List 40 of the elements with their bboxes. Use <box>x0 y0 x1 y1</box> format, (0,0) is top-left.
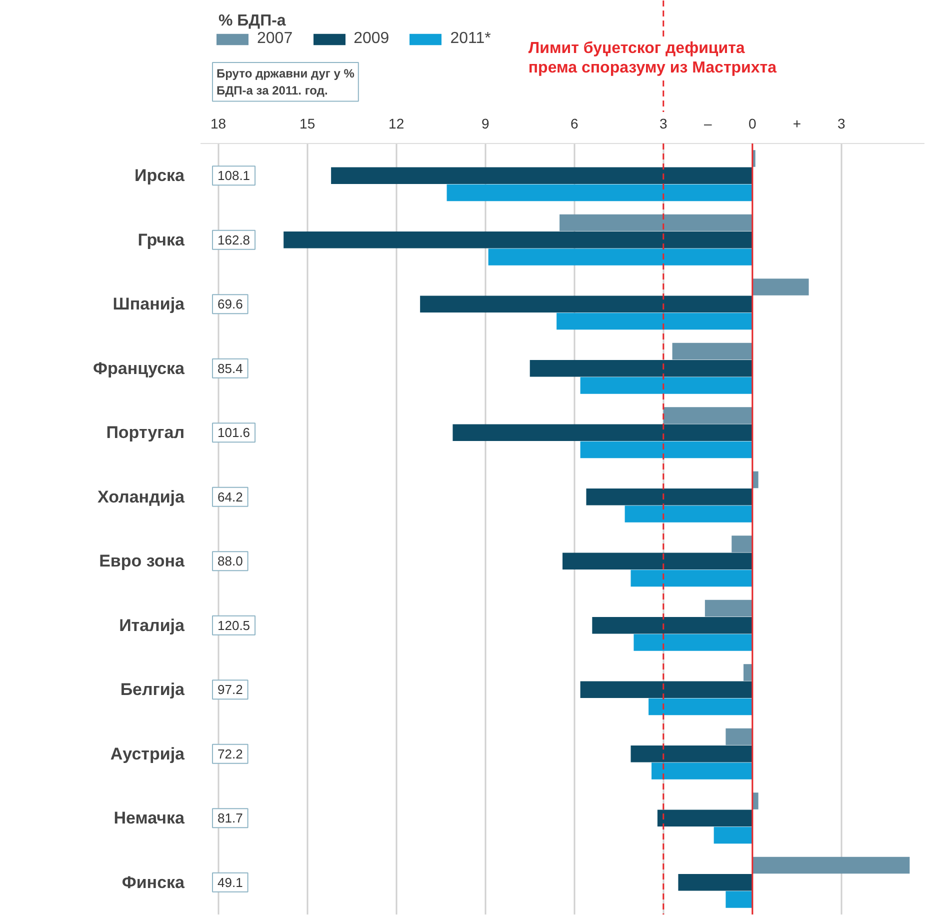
ref-line-label: Лимит буџетског дефицита према споразуму из Мастрихта <box>528 40 777 77</box>
annotation: 49.1 <box>218 874 243 890</box>
y-tick-label: Немачка <box>114 808 186 828</box>
x-tick-label: 15 <box>300 116 316 132</box>
y-tick-label: Аустрија <box>110 744 186 764</box>
x-tick-label: 9 <box>481 116 490 132</box>
annotation: 85.4 <box>218 360 243 376</box>
text: Бруто државни дуг у % БДП-а за 2011. год. <box>216 66 355 98</box>
annotation: 81.7 <box>218 810 243 826</box>
y-tick-label: Финска <box>122 872 186 892</box>
y-tick-label: Евро зона <box>99 552 186 571</box>
x-tick-label: – <box>704 116 712 132</box>
y-tick-label: Италија <box>119 616 186 635</box>
x-tick-label: 3 <box>838 116 846 132</box>
chart-title: % БДП-а <box>218 12 286 30</box>
legend-label: 2007 <box>257 30 293 48</box>
annotation: 64.2 <box>218 489 243 504</box>
y-tick-label: Грчка <box>138 230 186 250</box>
x-tick-label: 3 <box>659 116 668 132</box>
x-tick-label: 6 <box>570 116 578 132</box>
annotation: 120.5 <box>218 618 250 633</box>
annotation: 97.2 <box>218 682 243 698</box>
legend-label: 2011* <box>450 30 491 48</box>
y-tick-label: Португал <box>106 423 185 442</box>
x-tick-label: 12 <box>388 116 404 132</box>
y-tick-label: Шпанија <box>112 294 186 314</box>
y-tick-label: Белгија <box>120 680 186 700</box>
y-tick-label: Ирска <box>134 166 186 186</box>
annotation: 88.0 <box>218 554 243 569</box>
x-tick-label: 0 <box>748 116 757 132</box>
annotation: 69.6 <box>218 296 243 312</box>
y-tick-label: Француска <box>92 358 186 378</box>
x-tick-label: + <box>792 116 802 132</box>
annotation: 108.1 <box>218 168 250 184</box>
annotation: 101.6 <box>218 425 250 440</box>
legend-label: 2009 <box>354 30 390 48</box>
x-tick-label: 18 <box>210 116 226 132</box>
annotation: 162.8 <box>218 232 250 248</box>
y-tick-label: Холандија <box>97 487 186 506</box>
annotation: 72.2 <box>218 746 243 762</box>
